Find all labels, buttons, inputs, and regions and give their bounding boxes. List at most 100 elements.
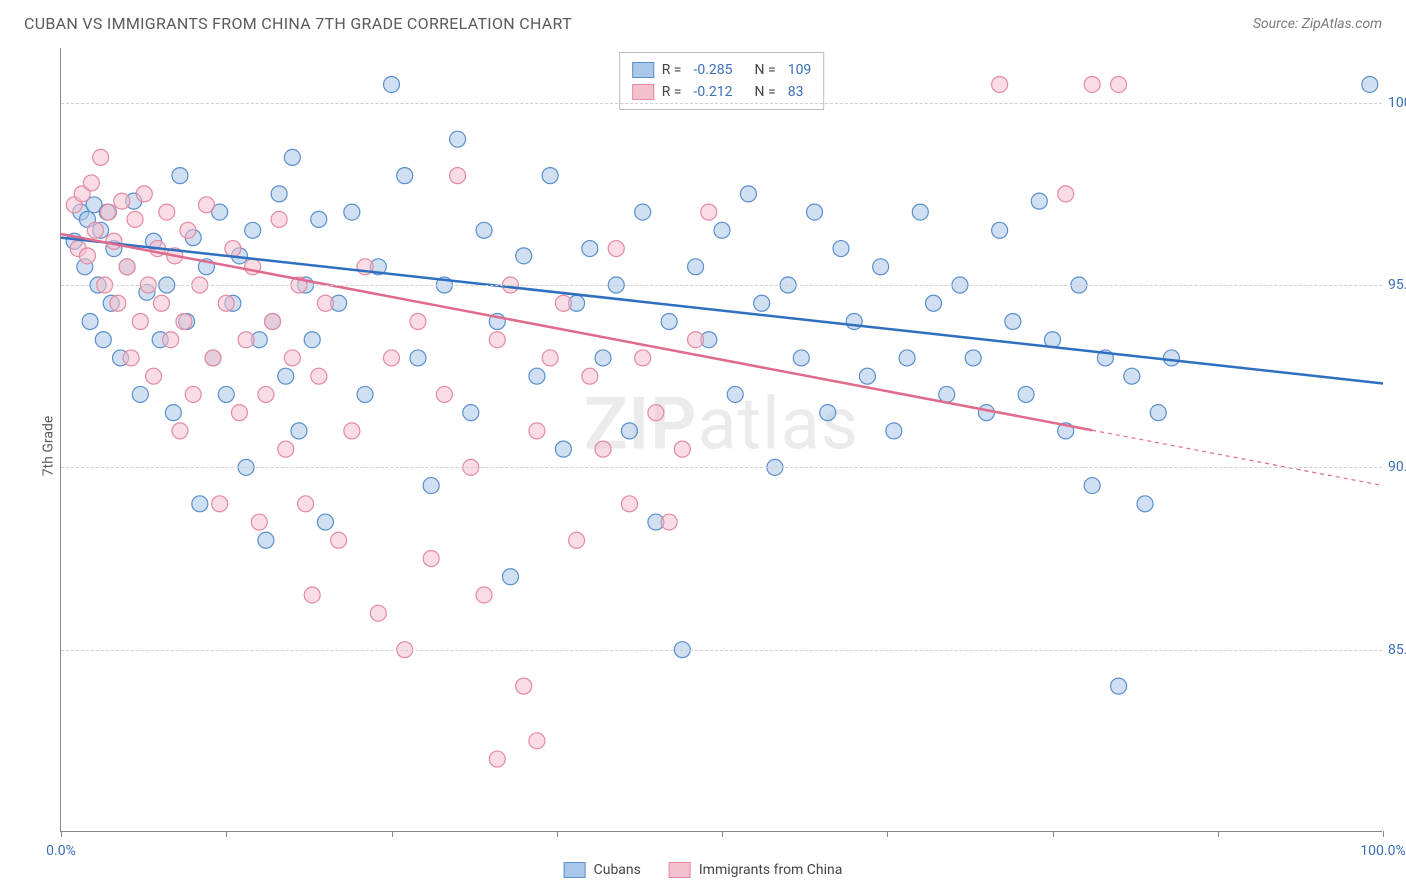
legend-swatch [632,84,654,100]
data-point [110,295,126,311]
data-point [529,733,545,749]
data-point [595,441,611,457]
scatter-svg [61,48,1383,832]
data-point [1111,76,1127,92]
data-point [101,204,117,220]
data-point [82,313,98,329]
data-point [992,76,1008,92]
data-point [965,350,981,366]
data-point [661,514,677,530]
data-point [648,405,664,421]
data-point [1058,186,1074,202]
data-point [163,332,179,348]
data-point [146,368,162,384]
data-point [304,587,320,603]
n-value: 109 [788,59,812,81]
data-point [674,441,690,457]
data-point [1362,76,1378,92]
n-label: N = [755,81,776,103]
data-point [714,222,730,238]
data-point [1084,478,1100,494]
bottom-legend: CubansImmigrants from China [564,862,843,878]
data-point [344,204,360,220]
data-point [489,751,505,767]
data-point [423,478,439,494]
data-point [278,368,294,384]
data-point [846,313,862,329]
legend-swatch [564,862,586,878]
data-point [397,168,413,184]
y-axis-label: 7th Grade [40,416,56,477]
data-point [245,222,261,238]
x-tick [226,831,227,837]
data-point [172,168,188,184]
data-point [886,423,902,439]
data-point [87,222,103,238]
data-point [582,241,598,257]
data-point [820,405,836,421]
data-point [132,313,148,329]
data-point [185,386,201,402]
data-point [370,605,386,621]
data-point [1018,386,1034,402]
data-point [688,259,704,275]
data-point [926,295,942,311]
x-tick [61,831,62,837]
data-point [793,350,809,366]
data-point [410,350,426,366]
x-tick-label: 0.0% [46,843,76,859]
r-label: R = [662,59,682,81]
data-point [635,350,651,366]
data-point [436,386,452,402]
data-point [978,405,994,421]
data-point [621,423,637,439]
data-point [311,368,327,384]
data-point [688,332,704,348]
data-point [123,350,139,366]
data-point [529,368,545,384]
data-point [450,168,466,184]
data-point [180,222,196,238]
y-tick-label: 95.0% [1388,277,1406,293]
data-point [83,175,99,191]
data-point [608,241,624,257]
legend-label: Cubans [594,862,641,878]
data-point [1137,496,1153,512]
data-point [205,350,221,366]
data-point [284,149,300,165]
data-point [114,193,130,209]
data-point [278,441,294,457]
data-point [939,386,955,402]
data-point [192,496,208,512]
gridline [61,285,1382,286]
data-point [317,514,333,530]
data-point [127,211,143,227]
data-point [542,350,558,366]
legend-item: Cubans [564,862,641,878]
data-point [1163,350,1179,366]
data-point [176,313,192,329]
data-point [595,350,611,366]
data-point [79,248,95,264]
n-value: 83 [788,81,804,103]
correlation-legend: R =-0.285N =109R =-0.212N =83 [619,52,825,110]
trend-line [61,238,1383,384]
x-tick [1383,831,1384,837]
x-tick [1218,831,1219,837]
data-point [1111,678,1127,694]
y-tick-label: 90.0% [1388,459,1406,475]
x-tick [1053,831,1054,837]
data-point [754,295,770,311]
data-point [555,295,571,311]
data-point [159,204,175,220]
data-point [225,241,241,257]
data-point [291,423,307,439]
chart-area: ZIPatlas R =-0.285N =109R =-0.212N =83 8… [60,48,1382,832]
data-point [450,131,466,147]
legend-swatch [669,862,691,878]
gridline [61,103,1382,104]
data-point [621,496,637,512]
data-point [502,569,518,585]
r-value: -0.212 [693,81,732,103]
data-point [344,423,360,439]
